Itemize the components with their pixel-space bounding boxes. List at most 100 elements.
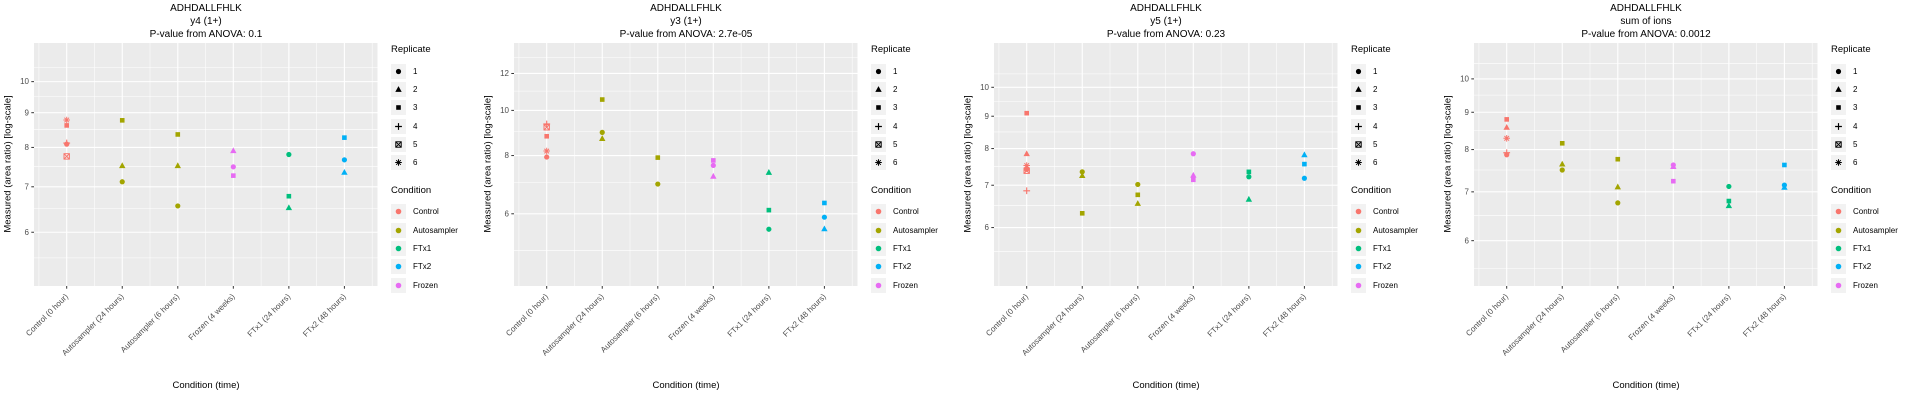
legend-title: Condition [391,184,432,196]
data-point [119,118,125,123]
x-tick-label: Autosampler (24 hours) [60,292,126,358]
legend-title: Replicate [1831,44,1871,55]
data-point [710,162,716,169]
y-tick-label: 8 [1465,145,1470,154]
legend-entry: 4 [1831,117,1920,135]
legend-entry-label: 4 [1853,121,1858,131]
legend-entry-label: 3 [893,103,898,113]
legend-entry-label: 4 [1373,121,1378,131]
data-point [1504,117,1509,122]
data-point [1079,169,1085,175]
x-tick-label: FTx1 (24 hours) [246,292,293,339]
plot-title: ADHDALLFHLK sum of ions P-value from ANO… [1474,3,1818,42]
y-tick-label: 8 [505,151,510,160]
data-point [286,193,292,199]
x-tick-label: FTx2 (48 hours) [1741,292,1788,339]
condition-dot-icon [391,241,406,257]
plot-y5-1plus: 6 7 8 9 10 Control (0 hour) Autosampler (24 ho… [960,0,1440,400]
boxed-x-icon [871,136,886,152]
condition-dot-icon [1351,241,1366,257]
axis-ticks [991,86,1305,289]
data-point [1079,172,1086,178]
legend-entry: FTx2 [871,258,960,276]
plot-title-ion: y5 (1+) [1150,15,1182,27]
data-point [1135,192,1141,198]
data-point [175,203,181,209]
data-point [341,169,348,175]
x-axis-title: Condition (time) [172,380,240,391]
legend-entry-label: 1 [1373,66,1378,76]
y-tick-label: 10 [980,83,989,92]
legend-entry-label: 5 [1373,139,1378,149]
legend-entry: Control [1831,203,1920,221]
data-point [766,226,772,232]
plot-title-ion: y4 (1+) [190,15,222,27]
legend-entry: Autosampler [1831,221,1920,239]
x-tick-labels: Control (0 hour)Autosampler (24 hours)Au… [504,292,828,358]
x-tick-labels: Control (0 hour)Autosampler (24 hours)Au… [984,292,1308,358]
plot-title-peptide: ADHDALLFHLK [1130,3,1202,14]
data-point [1503,134,1510,142]
plus-icon [391,118,406,134]
y-tick-label: 12 [500,69,509,78]
plus-icon [1351,118,1366,134]
boxed-x-icon [391,136,406,152]
legend-entry: 1 [1351,62,1440,80]
plot-title: ADHDALLFHLK y4 (1+) P-value from ANOVA: … [34,3,378,42]
legend-entry-label: Control [413,207,439,217]
x-tick-label: Control (0 hour) [504,292,550,338]
y-tick-labels: 6 7 8 9 10 [1460,74,1469,245]
axis-ticks [1471,78,1785,289]
legend-entry: 6 [391,153,480,171]
legend-entry-label: FTx1 [1853,244,1872,254]
asterisk-icon [1351,155,1366,171]
legend-entry: 4 [1351,117,1440,135]
x-tick-label: Autosampler (24 hours) [1500,292,1566,358]
legend-entry: 6 [871,153,960,171]
legend-condition: Condition Control Autosampler FTx1 FTx2 Froze… [391,185,480,294]
x-tick-label: Autosampler (6 hours) [1079,292,1142,355]
filled-circle-icon [1351,63,1366,79]
y-tick-label: 7 [1465,187,1470,196]
legend-entry: 5 [1351,135,1440,153]
asterisk-icon [1831,155,1846,171]
data-point [1134,200,1141,206]
legend-entry-label: 6 [413,158,418,168]
legend-replicate: Replicate 1 2 3 4 5 6 [1351,44,1440,172]
x-tick-label: Frozen (4 weeks) [667,292,717,342]
data-point [1615,156,1621,162]
plot-title-pvalue: P-value from ANOVA: 0.23 [1106,28,1226,40]
plot-title-peptide: ADHDALLFHLK [170,3,242,14]
legend-entry: 2 [871,80,960,98]
condition-dot-icon [1831,222,1846,238]
data-point [64,123,69,128]
data-point [119,162,126,169]
legend-entry: 1 [1831,62,1920,80]
data-point [821,214,827,220]
plot-title-pvalue: P-value from ANOVA: 0.1 [149,28,263,40]
legend-entry-label: FTx2 [1853,262,1872,272]
legend-entry-label: Frozen [413,280,438,290]
data-point [655,155,661,160]
legend-entry: 3 [391,99,480,117]
legend-entry: Frozen [391,276,480,294]
y-axis-title: Measured (area ratio) [log-scale] [962,95,974,233]
plot-title: ADHDALLFHLK y3 (1+) P-value from ANOVA: … [514,3,858,42]
data-point [1615,200,1621,206]
data-point [1782,162,1787,168]
filled-triangle-icon [391,81,406,97]
boxed-x-icon [1351,136,1366,152]
grid-major [994,43,1338,286]
legend-entry-label: FTx2 [1373,262,1392,272]
data-points [543,97,828,232]
y-tick-label: 7 [25,182,30,191]
y-tick-label: 7 [985,181,990,190]
legend-entry: 2 [1351,80,1440,98]
legend-condition: Condition Control Autosampler FTx1 FTx2 Froze… [871,185,960,294]
data-point [543,120,551,128]
legend-entry-label: Control [1373,207,1399,217]
grid-minor [1474,43,1818,286]
y-tick-label: 6 [25,228,30,237]
filled-triangle-icon [871,81,886,97]
data-point [1190,171,1197,178]
